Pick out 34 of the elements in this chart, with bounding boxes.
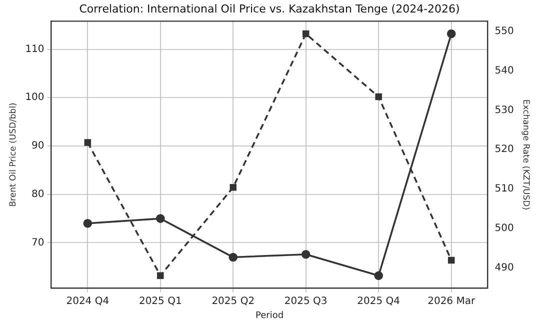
y2-tick-label: 550 xyxy=(494,26,514,38)
y-axis-title: Brent Oil Price (USD/bbl) xyxy=(8,102,18,207)
y2-tick-label: 520 xyxy=(494,144,514,156)
x-tick-label: 2025 Q1 xyxy=(138,296,182,307)
y2-tick-label: 540 xyxy=(494,65,514,76)
y-tick-label: 100 xyxy=(25,92,44,104)
y-tick-label: 80 xyxy=(32,188,44,200)
point xyxy=(84,139,92,146)
y-tick-label: 90 xyxy=(32,140,44,152)
y-tick-label: 110 xyxy=(25,44,44,55)
y2-axis-title: Exchange Rate (KZT/USD) xyxy=(520,99,531,210)
y2-tick-label: 490 xyxy=(494,262,514,274)
point xyxy=(156,214,165,223)
point xyxy=(157,272,164,279)
x-tick-label: 2025 Q2 xyxy=(212,296,255,307)
point xyxy=(448,256,455,264)
y2-tick-label: 530 xyxy=(494,104,514,116)
chart-title: Correlation: International Oil Price vs. Kazakhstan Tenge (2024-2026) xyxy=(79,2,460,16)
point xyxy=(375,93,382,100)
x-tick-label: 2026 Mar xyxy=(428,296,476,307)
point xyxy=(83,218,92,228)
point xyxy=(228,252,238,262)
point xyxy=(446,29,456,38)
x-axis-title: Period xyxy=(255,310,284,321)
x-tick-label: 2025 Q3 xyxy=(284,296,328,307)
point xyxy=(230,184,237,191)
y-tick-label: 70 xyxy=(32,237,44,248)
point xyxy=(302,30,310,38)
y2-tick-label: 500 xyxy=(494,222,514,234)
x-tick-label: 2025 Q4 xyxy=(357,296,400,307)
x-tick-label: 2024 Q4 xyxy=(66,296,110,307)
point xyxy=(374,271,384,280)
y2-tick-label: 510 xyxy=(494,184,514,195)
point xyxy=(301,250,310,259)
